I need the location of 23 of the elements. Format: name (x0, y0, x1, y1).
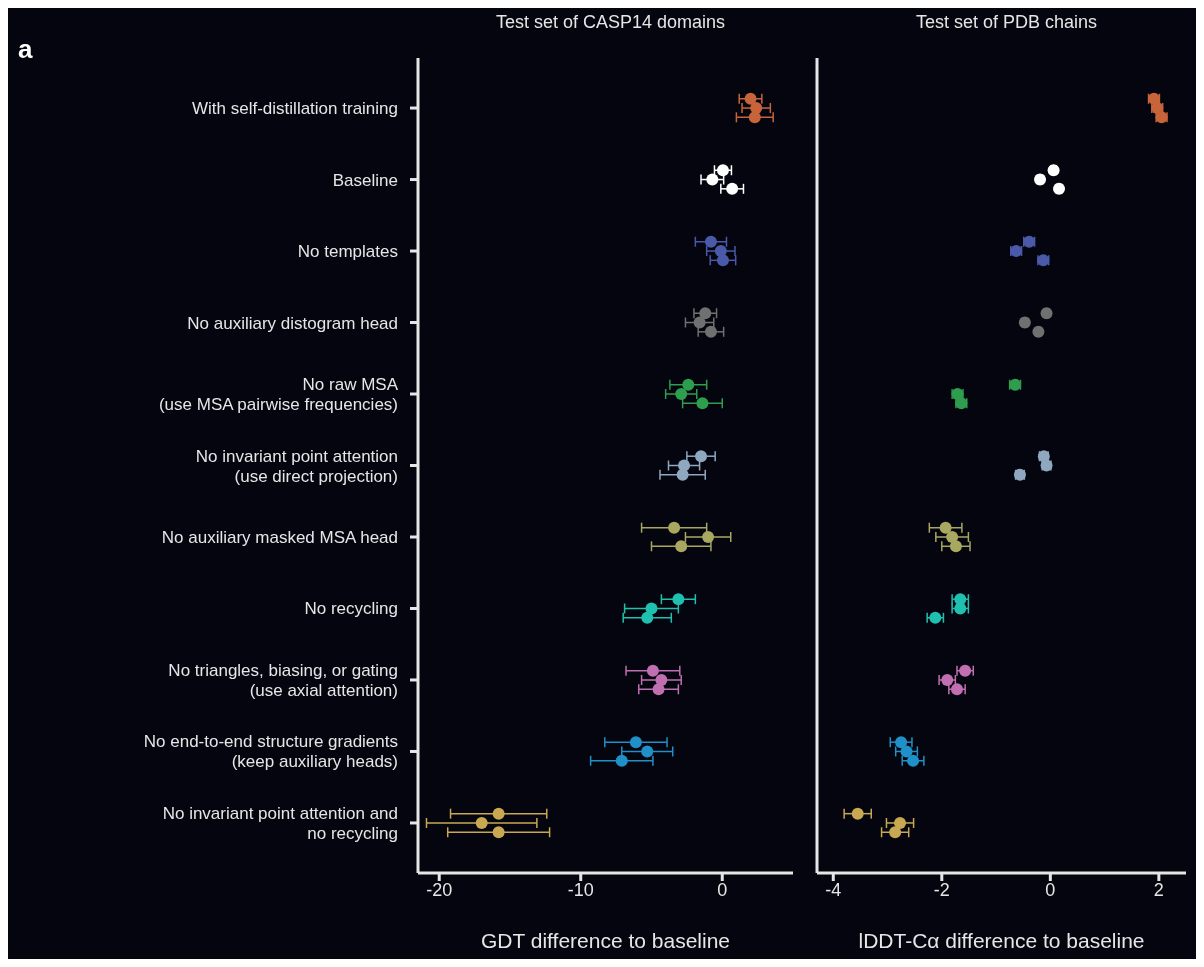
x-tick-label: 0 (1045, 879, 1056, 900)
x-tick-label: 0 (717, 879, 728, 900)
x-tick-label: 2 (1153, 879, 1164, 900)
x-tick-label: -2 (933, 879, 950, 900)
y-tick-label: No raw MSA (use MSA pairwise frequencies) (158, 374, 399, 414)
y-tick-label: No recycling (304, 598, 398, 618)
x-tick-label: -20 (426, 879, 453, 900)
chart-title: Test set of CASP14 domains (494, 12, 727, 33)
y-tick-label: No auxiliary distogram head (187, 313, 398, 333)
y-tick-label: No auxiliary masked MSA head (161, 527, 398, 547)
x-tick-label: -10 (567, 879, 594, 900)
x-axis-title: GDT difference to baseline (480, 929, 731, 952)
y-tick-label: No triangles, biasing, or gating (use axial attention) (168, 660, 398, 700)
x-axis-title: lDDT-Cα difference to baseline (858, 929, 1145, 952)
x-tick-label: -4 (825, 879, 842, 900)
y-tick-label: No end-to-end structure gradients (keep auxiliary heads) (143, 731, 398, 771)
chart-title: Test set of PDB chains (914, 12, 1099, 33)
y-tick-label: With self-distillation training (192, 98, 398, 118)
y-tick-label: No templates (297, 241, 398, 261)
text: a (18, 34, 33, 65)
y-tick-label: No invariant point attention (use direct projection) (195, 446, 398, 485)
y-tick-label: No invariant point attention and no recycling (162, 803, 398, 843)
y-tick-label: Baseline (332, 170, 398, 190)
